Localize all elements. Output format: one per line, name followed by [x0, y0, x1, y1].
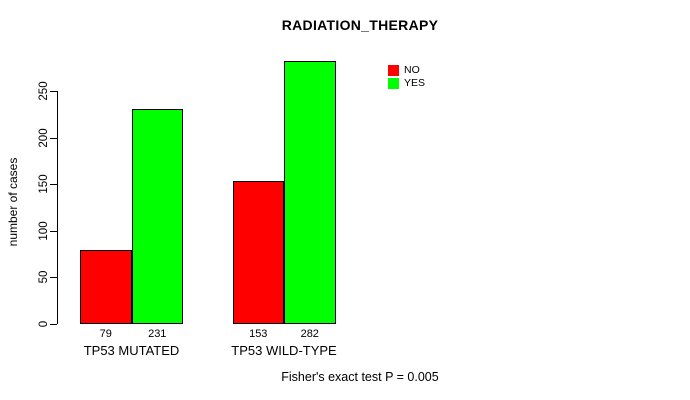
- y-axis-label: number of cases: [6, 157, 20, 247]
- legend-label: YES: [404, 77, 426, 89]
- bar-no-1: [80, 250, 132, 324]
- y-axis-tick-label: 200: [38, 128, 50, 148]
- legend-label: NO: [404, 64, 420, 76]
- bar-yes-2: [284, 61, 336, 324]
- legend-swatch-no: [388, 65, 399, 76]
- y-axis-tick: [50, 91, 57, 92]
- y-axis-tick: [50, 184, 57, 186]
- bar-value-label: 231: [148, 328, 167, 340]
- bar-yes-1: [131, 108, 183, 324]
- legend: NO YES: [388, 64, 425, 90]
- bar-value-label: 153: [249, 328, 268, 340]
- y-axis-tick: [50, 137, 57, 139]
- y-axis-tick: [50, 230, 57, 232]
- category-label: TP53 MUTATED: [83, 343, 180, 358]
- fisher-test-annotation: Fisher's exact test P = 0.005: [281, 370, 439, 384]
- bar-value-label: 79: [99, 328, 112, 340]
- y-axis-tick-label: 100: [38, 221, 50, 241]
- y-axis-tick: [50, 324, 57, 325]
- bar-no-2: [232, 181, 284, 324]
- legend-item-no: NO: [388, 64, 425, 77]
- legend-swatch-yes: [388, 78, 399, 89]
- y-axis-tick-label: 250: [38, 81, 50, 101]
- y-axis-tick: [50, 277, 57, 279]
- bar-value-label: 282: [300, 328, 319, 340]
- legend-item-yes: YES: [388, 77, 425, 90]
- chart-title: RADIATION_THERAPY: [281, 17, 439, 33]
- y-axis-tick-label: 0: [38, 320, 50, 328]
- y-axis-tick-label: 150: [38, 174, 50, 194]
- y-axis-line: [57, 91, 58, 324]
- category-label: TP53 WILD-TYPE: [231, 343, 337, 358]
- y-axis-tick-label: 50: [38, 270, 50, 284]
